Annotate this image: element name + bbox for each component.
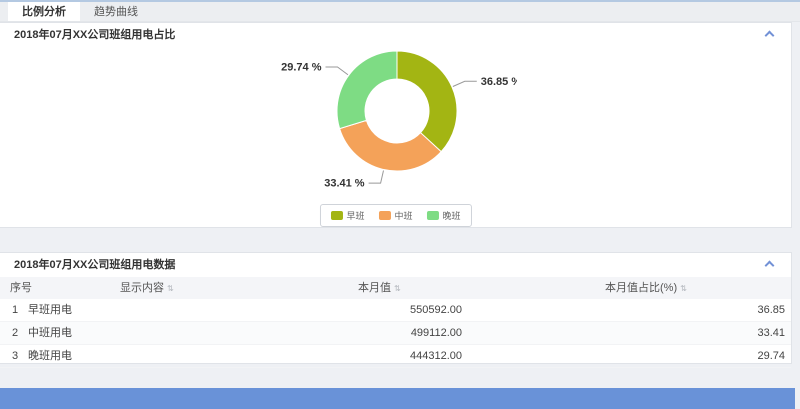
legend-item-早班[interactable]: 早班 [330, 209, 364, 222]
chart-legend: 早班 中班 晚班 [319, 204, 472, 227]
chevron-up-icon[interactable] [764, 260, 775, 271]
table-panel-title: 2018年07月XX公司班组用电数据 [14, 259, 176, 271]
legend-label: 中班 [394, 211, 413, 221]
column-header-index: 序号 [10, 282, 32, 294]
column-header-month-value[interactable]: 本月值 [358, 277, 401, 300]
chart-panel-header: 2018年07月XX公司班组用电占比 [0, 23, 791, 47]
table-row[interactable]: 3 晚班用电 444312.00 29.74 [0, 345, 791, 368]
cell-month-pct: 36.85 [757, 304, 785, 316]
slice-value-label: 36.85 % [481, 76, 517, 88]
legend-item-中班[interactable]: 中班 [378, 209, 413, 222]
cell-month-value: 550592.00 [410, 304, 462, 316]
tab-trend-curve[interactable]: 趋势曲线 [94, 6, 138, 18]
window-top-border [0, 0, 800, 2]
donut-chart: 36.85 % 33.41 % 29.74 % 早班 中班 晚班 [0, 47, 791, 227]
cell-index: 1 [12, 304, 19, 316]
tab-bar: 比例分析 趋势曲线 [0, 2, 800, 22]
table-header-row: 序号 显示内容 本月值 本月值占比(%) [0, 277, 791, 299]
page-body: 2018年07月XX公司班组用电占比 36.85 % 33.41 % 29.74 %… [0, 22, 800, 409]
chart-panel: 2018年07月XX公司班组用电占比 36.85 % 33.41 % 29.74 %… [0, 22, 792, 228]
label-leader-line [368, 170, 384, 184]
cell-month-value: 444312.00 [410, 350, 462, 362]
legend-swatch-icon [378, 211, 391, 220]
donut-slice-晚班[interactable] [336, 50, 398, 130]
cell-month-value: 499112.00 [410, 327, 462, 339]
table-row[interactable]: 1 早班用电 550592.00 36.85 [0, 299, 791, 322]
donut-slice-中班[interactable] [339, 119, 442, 172]
slice-value-label: 29.74 % [281, 62, 322, 74]
cell-month-pct: 33.41 [757, 327, 785, 339]
column-header-content[interactable]: 显示内容 [120, 277, 174, 300]
legend-label: 早班 [346, 211, 365, 221]
legend-item-晚班[interactable]: 晚班 [426, 209, 461, 222]
chart-panel-title: 2018年07月XX公司班组用电占比 [14, 29, 176, 41]
sort-arrows-icon[interactable] [167, 284, 174, 293]
sort-arrows-icon[interactable] [680, 284, 687, 293]
label-leader-line [325, 66, 349, 76]
table-row[interactable]: 2 中班用电 499112.00 33.41 [0, 322, 791, 345]
footer-bar [0, 388, 795, 409]
label-leader-line [452, 80, 477, 87]
chevron-up-icon[interactable] [764, 30, 775, 41]
donut-slice-早班[interactable] [396, 50, 458, 153]
slice-value-label: 33.41 % [324, 178, 365, 190]
cell-content: 早班用电 [28, 304, 72, 316]
tab-ratio-analysis[interactable]: 比例分析 [8, 2, 80, 21]
table-panel-header: 2018年07月XX公司班组用电数据 [0, 253, 791, 277]
cell-month-pct: 29.74 [757, 350, 785, 362]
donut-chart-svg[interactable]: 36.85 % 33.41 % 29.74 % [277, 47, 517, 207]
sort-arrows-icon[interactable] [394, 284, 401, 293]
cell-content: 中班用电 [28, 327, 72, 339]
column-header-month-pct[interactable]: 本月值占比(%) [605, 277, 687, 300]
legend-swatch-icon [330, 211, 343, 220]
cell-content: 晚班用电 [28, 350, 72, 362]
legend-swatch-icon [426, 211, 439, 220]
cell-index: 3 [12, 350, 19, 362]
legend-label: 晚班 [442, 211, 461, 221]
table-panel: 2018年07月XX公司班组用电数据 序号 显示内容 本月值 本月值占比(%) … [0, 252, 792, 368]
cell-index: 2 [12, 327, 19, 339]
panel-gap [0, 228, 800, 252]
